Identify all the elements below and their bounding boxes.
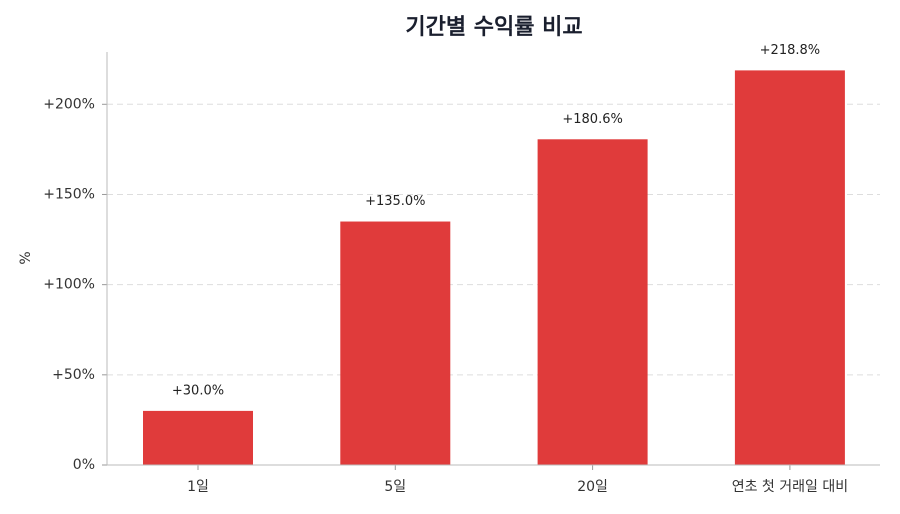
bar	[143, 410, 253, 465]
x-tick-label: 1일	[187, 479, 209, 495]
bar	[537, 139, 648, 466]
value-label: +180.6%	[562, 112, 622, 127]
chart-title: 기간별 수익률 비교	[405, 15, 582, 40]
bar	[340, 221, 451, 465]
value-label: +218.8%	[760, 43, 820, 58]
x-tick-label: 연초 첫 거래일 대비	[732, 479, 848, 495]
value-label: +135.0%	[365, 194, 425, 209]
y-tick-label: +200%	[43, 96, 95, 112]
value-label: +30.0%	[172, 383, 224, 398]
y-tick-label: +100%	[43, 277, 95, 293]
x-tick-label: 20일	[577, 479, 608, 495]
y-axis-label: %	[18, 251, 34, 264]
bar	[734, 70, 845, 465]
y-tick-label: 0%	[73, 457, 95, 473]
y-tick-label: +150%	[43, 186, 95, 202]
y-tick-label: +50%	[52, 367, 95, 383]
x-tick-label: 5일	[384, 479, 406, 495]
